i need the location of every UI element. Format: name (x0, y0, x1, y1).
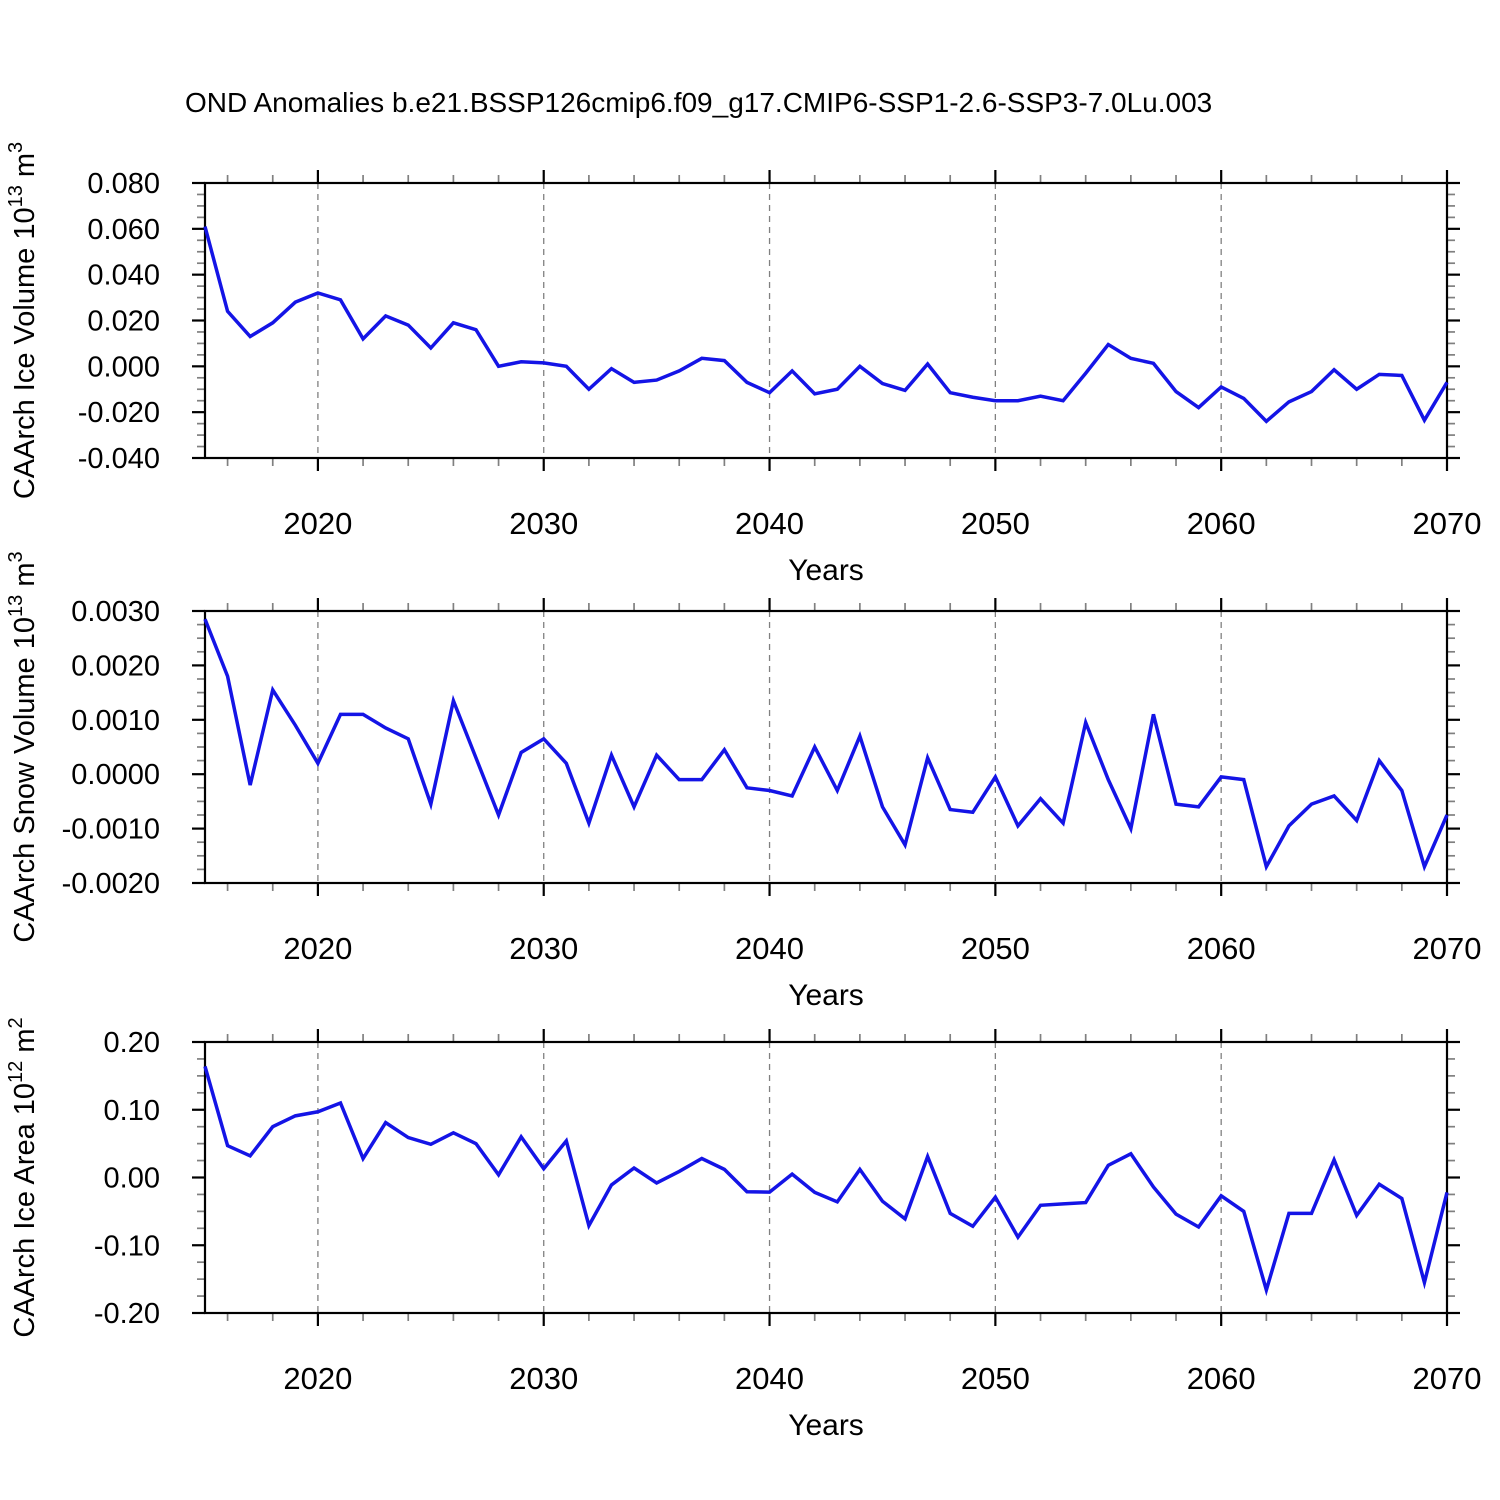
major-ticks: 2020 2030 2040 2050 2060 2070 -0.20 -0.10 0.00 0.… (94, 1027, 1482, 1396)
minor-ticks (197, 175, 1455, 466)
x-tick-label: 2030 (509, 931, 578, 966)
x-tick-label: 2050 (961, 931, 1030, 966)
x-tick-label: 2070 (1413, 1361, 1482, 1396)
x-tick-label: 2050 (961, 506, 1030, 541)
ice-volume-series-line (203, 226, 1449, 424)
y-tick-label: -0.040 (78, 443, 160, 475)
x-tick-label: 2070 (1413, 506, 1482, 541)
major-ticks: 2020 2030 2040 2050 2060 2070 -0.0020 -0.0010 0.… (62, 596, 1482, 966)
x-tick-label: 2070 (1413, 931, 1482, 966)
x-tick-label: 2030 (509, 1361, 578, 1396)
y-tick-label: -0.10 (94, 1230, 160, 1262)
y-tick-label: 0.060 (87, 214, 160, 246)
y-axis-label: CAArch Ice Area 1012 m2 (5, 1017, 41, 1337)
decade-gridlines (317, 611, 1222, 883)
snow-volume-chart: 2020 2030 2040 2050 2060 2070 -0.0020 -0.0010 0.… (5, 551, 1481, 1012)
y-tick-label: -0.0020 (62, 868, 160, 900)
x-tick-label: 2040 (735, 1361, 804, 1396)
y-tick-label: -0.020 (78, 397, 160, 429)
x-tick-label: 2060 (1187, 931, 1256, 966)
x-tick-label: 2030 (509, 506, 578, 541)
y-tick-label: 0.020 (87, 306, 160, 338)
ice-area-series-line (203, 1065, 1449, 1297)
ice-area-chart: 2020 2030 2040 2050 2060 2070 -0.20 -0.10 0.00 0.… (5, 1017, 1481, 1442)
decade-gridlines (317, 183, 1222, 458)
y-tick-label: -0.20 (94, 1298, 160, 1330)
y-tick-label: 0.10 (104, 1095, 160, 1127)
plot-frame (203, 1040, 1449, 1315)
x-tick-label: 2040 (735, 506, 804, 541)
x-tick-label: 2020 (283, 931, 352, 966)
x-axis-label: Years (788, 1409, 864, 1442)
x-tick-label: 2050 (961, 1361, 1030, 1396)
major-ticks: 2020 2030 2040 2050 2060 2070 -0.040 -0.020 0.00… (78, 168, 1482, 541)
y-tick-label: -0.0010 (62, 814, 160, 846)
x-tick-label: 2020 (283, 506, 352, 541)
figure-title: OND Anomalies b.e21.BSSP126cmip6.f09_g17… (185, 87, 1212, 118)
y-tick-label: 0.00 (104, 1163, 160, 1195)
y-tick-label: 0.080 (87, 168, 160, 200)
x-axis-label: Years (788, 979, 864, 1012)
y-tick-label: 0.000 (87, 351, 160, 383)
x-tick-label: 2020 (283, 1361, 352, 1396)
y-axis-label: CAArch Snow Volume 1013 m3 (5, 551, 41, 942)
x-tick-label: 2060 (1187, 506, 1256, 541)
snow-volume-series-line (203, 618, 1449, 872)
y-tick-label: 0.0010 (71, 705, 160, 737)
y-tick-label: 0.0020 (71, 650, 160, 682)
plot-frame (203, 609, 1449, 885)
x-tick-label: 2040 (735, 931, 804, 966)
y-tick-label: 0.0000 (71, 759, 160, 791)
ice-volume-chart: 2020 2030 2040 2050 2060 2070 -0.040 -0.020 0.00… (5, 142, 1481, 587)
y-axis-label: CAArch Ice Volume 1013 m3 (5, 142, 41, 499)
x-axis-label: Years (788, 554, 864, 587)
y-tick-label: 0.20 (104, 1027, 160, 1059)
minor-ticks (197, 1034, 1455, 1321)
decade-gridlines (317, 1042, 1222, 1313)
x-tick-label: 2060 (1187, 1361, 1256, 1396)
plot-frame (203, 181, 1449, 460)
minor-ticks (197, 603, 1455, 891)
y-tick-label: 0.0030 (71, 596, 160, 628)
y-tick-label: 0.040 (87, 260, 160, 292)
